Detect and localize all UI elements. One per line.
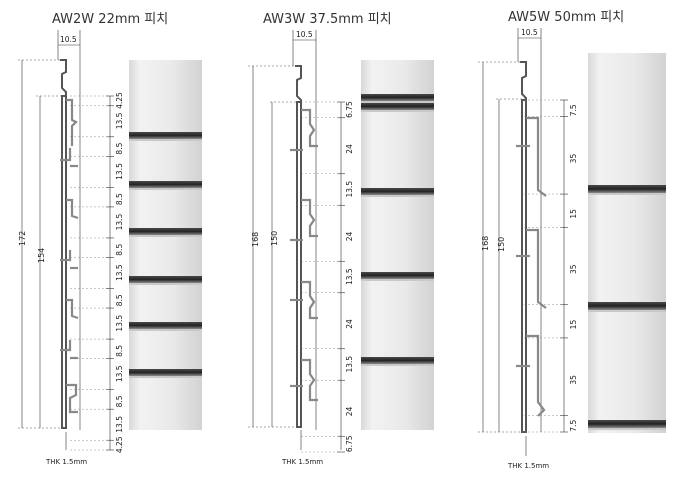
segment-dim-label: 8.5 (115, 142, 124, 154)
segment-dim-label: 13.5 (115, 365, 124, 382)
segment-dim-label: 13.5 (345, 356, 354, 373)
segment-dim-label: 13.5 (115, 264, 124, 281)
panel-aw2w: AW2W 22mm 피치 10.5 172 154 4.25 13.5 8.5 13.… (18, 12, 202, 466)
segment-dim-label: 13.5 (345, 268, 354, 285)
top-width-dim: 10.5 (521, 28, 538, 37)
groove-stripe (361, 94, 434, 101)
groove-highlight (129, 139, 202, 141)
top-width-dim: 10.5 (296, 30, 313, 39)
panel-title: AW2W 22mm 피치 (52, 12, 168, 27)
segment-dim-label: 13.5 (115, 163, 124, 180)
panel-title: AW3W 37.5mm 피치 (263, 12, 392, 27)
groove-highlight (129, 376, 202, 378)
thickness-label: THK 1.5mm (281, 458, 323, 466)
groove-stripe (129, 228, 202, 235)
thickness-label: THK 1.5mm (45, 458, 87, 466)
groove-highlight (129, 188, 202, 190)
panel-aw3w: AW3W 37.5mm 피치 10.5 168 150 6.75 24 13.5 24… (248, 12, 434, 466)
panel-photo (588, 53, 666, 433)
segment-dim-label: 35 (569, 264, 578, 274)
groove-stripe (129, 369, 202, 376)
total-height-dim: 168 (251, 232, 260, 247)
segment-dim-label: 4.25 (115, 436, 124, 453)
groove-stripe (361, 272, 434, 279)
groove-highlight (361, 195, 434, 197)
total-height-dim: 172 (18, 231, 27, 246)
panel-title: AW5W 50mm 피치 (508, 10, 624, 25)
groove-stripe (129, 181, 202, 188)
segment-dim-label: 24 (345, 144, 354, 154)
segment-dims: 4.25 13.5 8.5 13.5 8.5 13.5 8.5 13.5 8.5 13.5 8.5 1… (70, 92, 124, 453)
segment-dim-label: 15 (569, 320, 578, 330)
segment-dim-label: 24 (345, 319, 354, 329)
groove-stripe (129, 322, 202, 329)
segment-dim-label: 8.5 (115, 193, 124, 205)
groove-stripe (588, 302, 666, 310)
segment-dim-label: 8.5 (115, 345, 124, 357)
segment-dim-label: 8.5 (115, 395, 124, 407)
segment-dim-label: 35 (569, 154, 578, 164)
groove-highlight (588, 310, 666, 312)
inner-height-dim: 150 (497, 237, 506, 252)
groove-stripe (588, 420, 666, 428)
segment-dim-label: 13.5 (115, 214, 124, 231)
groove-stripe (129, 276, 202, 283)
groove-stripe (361, 103, 434, 110)
segment-dim-label: 13.5 (345, 181, 354, 198)
groove-highlight (361, 101, 434, 103)
segment-dim-label: 24 (345, 231, 354, 241)
groove-stripe (129, 132, 202, 139)
groove-highlight (129, 235, 202, 237)
groove-highlight (588, 428, 666, 430)
segment-dims: 6.75 24 13.5 24 13.5 24 13.5 24 6.75 (301, 101, 354, 453)
groove-highlight (361, 364, 434, 366)
groove-highlight (361, 110, 434, 112)
groove-highlight (588, 193, 666, 195)
segment-dim-label: 13.5 (115, 416, 124, 433)
panel-photo (361, 60, 434, 430)
inner-height-dim: 154 (37, 248, 46, 263)
segment-dim-label: 4.25 (115, 92, 124, 109)
total-height-dim: 168 (481, 236, 490, 251)
segment-dim-label: 15 (569, 209, 578, 219)
segment-dim-label: 13.5 (115, 112, 124, 129)
segment-dim-label: 8.5 (115, 244, 124, 256)
segment-dim-label: 24 (345, 406, 354, 416)
groove-highlight (129, 329, 202, 331)
inner-height-dim: 150 (270, 231, 279, 246)
segment-dim-label: 8.5 (115, 294, 124, 306)
segment-dim-label: 13.5 (115, 315, 124, 332)
groove-stripe (361, 357, 434, 364)
groove-stripe (361, 188, 434, 195)
groove-stripe (588, 185, 666, 193)
segment-dim-label: 35 (569, 375, 578, 385)
segment-dim-label: 6.75 (345, 101, 354, 118)
panel-grooves (588, 185, 666, 430)
groove-highlight (129, 283, 202, 285)
thickness-label: THK 1.5mm (507, 462, 549, 470)
panel-aw5w: AW5W 50mm 피치 10.5 168 150 7.535153515357… (478, 10, 666, 470)
segment-dim-label: 7.5 (569, 420, 578, 432)
panel-grooves (361, 94, 434, 366)
panel-photo (129, 60, 202, 430)
top-width-dim: 10.5 (60, 35, 77, 44)
groove-highlight (361, 279, 434, 281)
segment-dims: 7.5 35 15 35 15 35 7.5 (524, 99, 578, 433)
panel-grooves (129, 132, 202, 378)
segment-dim-label: 6.75 (345, 435, 354, 452)
segment-dim-label: 7.5 (569, 104, 578, 116)
